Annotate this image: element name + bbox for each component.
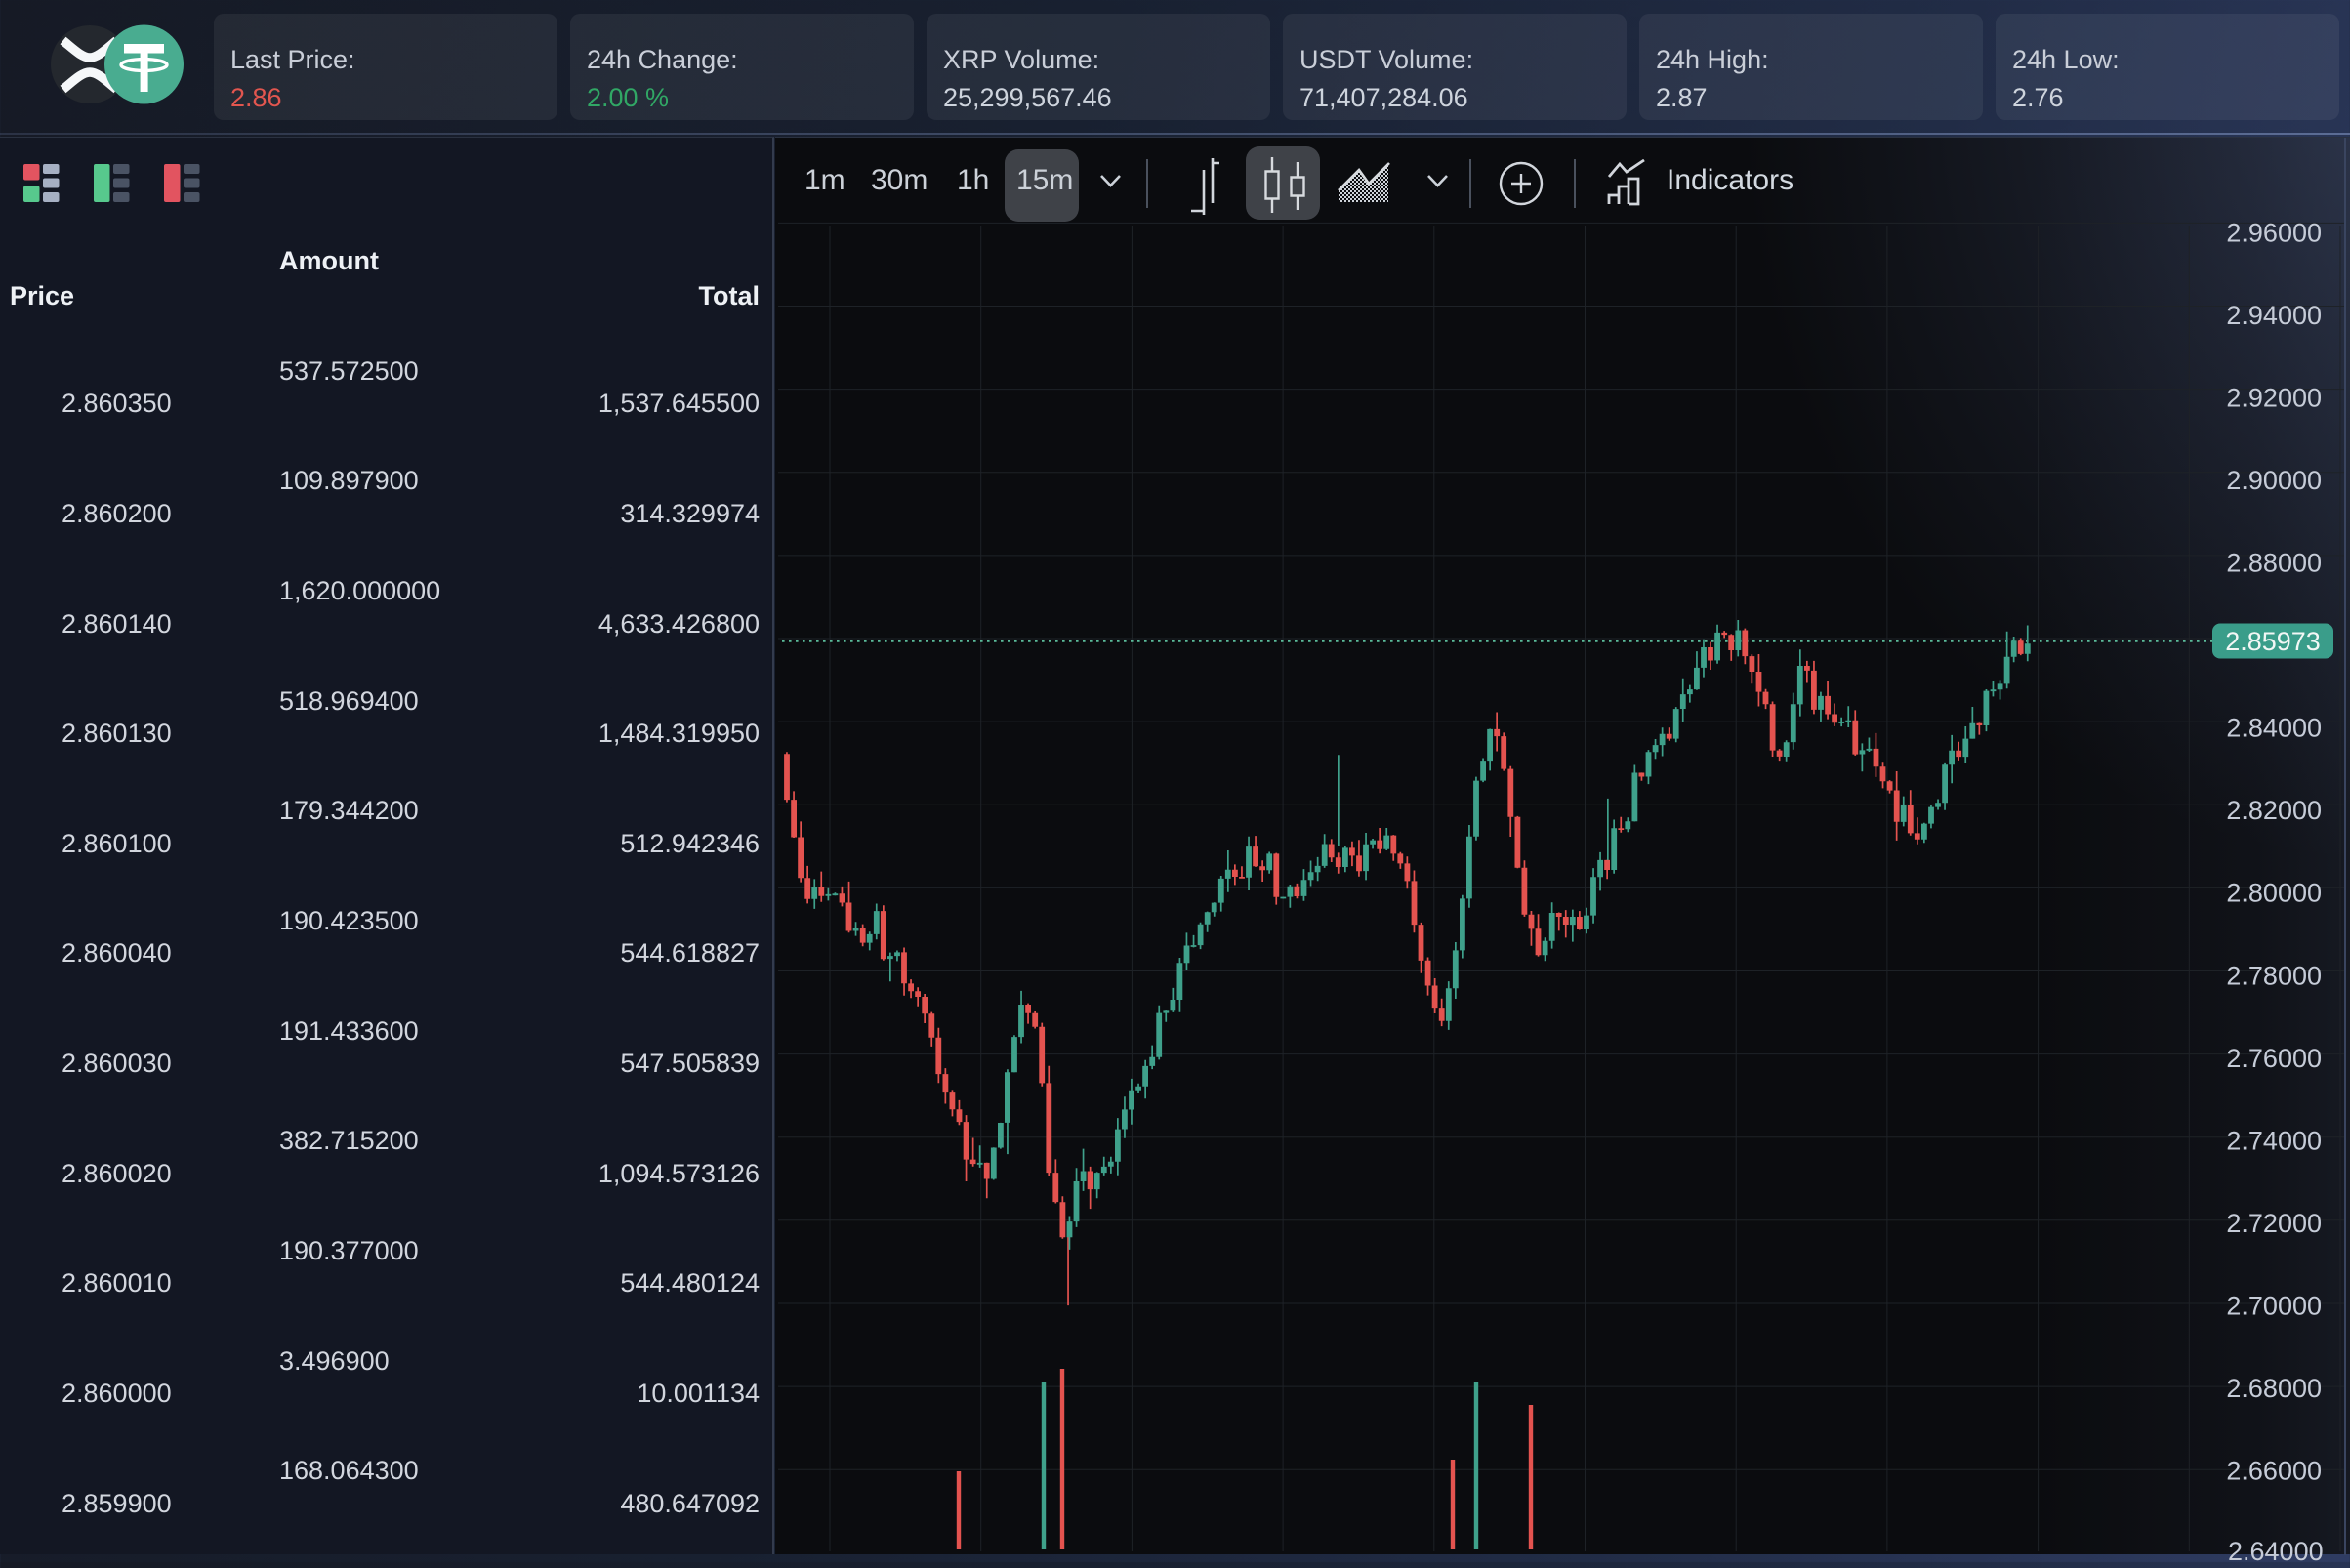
svg-text:2.90000: 2.90000 [2226,466,2322,495]
svg-text:2.94000: 2.94000 [2226,301,2322,330]
svg-text:2.76000: 2.76000 [2226,1044,2322,1073]
svg-text:2.70000: 2.70000 [2226,1291,2322,1320]
svg-text:2.85973: 2.85973 [2225,627,2321,656]
svg-text:2.80000: 2.80000 [2226,879,2322,908]
svg-text:2.88000: 2.88000 [2226,549,2322,578]
svg-text:2.92000: 2.92000 [2226,384,2322,413]
svg-text:2.66000: 2.66000 [2226,1457,2322,1486]
svg-text:2.82000: 2.82000 [2226,796,2322,825]
svg-text:2.84000: 2.84000 [2226,714,2322,743]
svg-text:2.74000: 2.74000 [2226,1126,2322,1155]
svg-text:2.72000: 2.72000 [2226,1209,2322,1238]
svg-text:2.96000: 2.96000 [2226,218,2322,247]
svg-text:2.68000: 2.68000 [2226,1374,2322,1403]
svg-text:2.78000: 2.78000 [2226,961,2322,990]
